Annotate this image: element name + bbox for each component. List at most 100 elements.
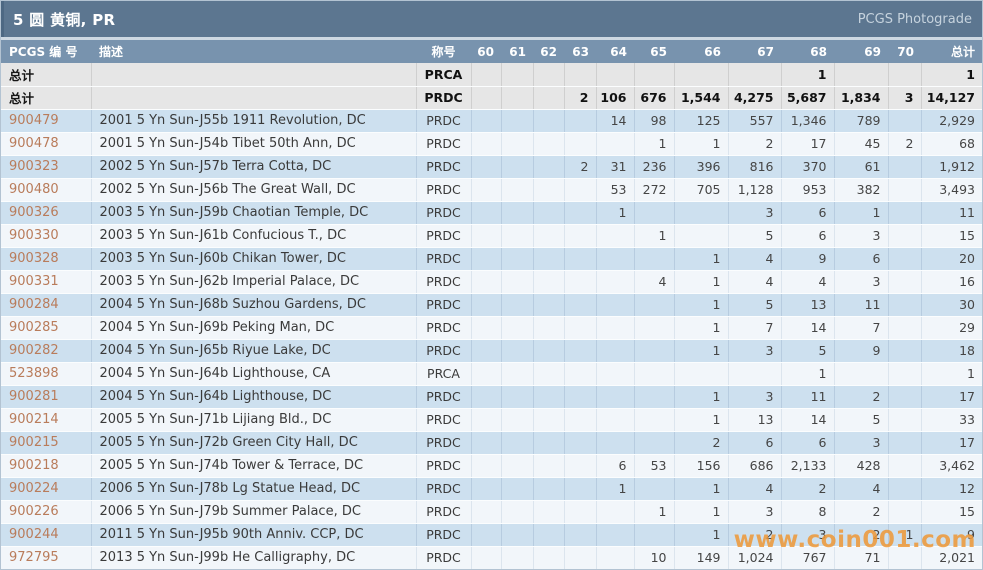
- pcgs-number-link[interactable]: 900330: [1, 224, 92, 248]
- grade-64-cell: [596, 270, 635, 294]
- grade-67-cell: 3: [728, 500, 782, 524]
- pcgs-number-link[interactable]: 523898: [1, 362, 92, 386]
- grade-64-cell: [596, 523, 635, 547]
- grade-69-cell: 71: [834, 546, 889, 569]
- grade-68-cell: 2: [781, 477, 835, 501]
- pcgs-number-link[interactable]: 900226: [1, 500, 92, 524]
- pcgs-number-link[interactable]: 900224: [1, 477, 92, 501]
- grade-61-cell: [501, 431, 534, 455]
- grade-64-cell: [596, 293, 635, 317]
- grade-70-cell: [888, 270, 922, 294]
- title-bar: 5 圆 黄铜, PR PCGS Photograde: [1, 1, 982, 37]
- grade-65-cell: 98: [634, 109, 675, 133]
- pcgs-number-link[interactable]: 900284: [1, 293, 92, 317]
- pcgs-number-link[interactable]: 900479: [1, 109, 92, 133]
- table-row: 900226 2006 5 Yn Sun-J79b Summer Palace, …: [1, 500, 982, 524]
- grade-65-cell: 53: [634, 454, 675, 478]
- grade-63-cell: [564, 63, 597, 87]
- designation-cell: PRDC: [416, 408, 472, 432]
- grade-64-cell: 53: [596, 178, 635, 202]
- pcgs-number-link[interactable]: 900480: [1, 178, 92, 202]
- grade-65-cell: [634, 362, 675, 386]
- grade-69-cell: 45: [834, 132, 889, 156]
- grade-70-cell: [888, 155, 922, 179]
- grade-69-cell: 1: [834, 201, 889, 225]
- grade-69-cell: 9: [834, 339, 889, 363]
- pcgs-number-link[interactable]: 900244: [1, 523, 92, 547]
- grade-67-cell: 13: [728, 408, 782, 432]
- table-row: 900326 2003 5 Yn Sun-J59b Chaotian Temple…: [1, 201, 982, 225]
- grade-70-cell: 2: [888, 132, 922, 156]
- grade-61-cell: [501, 178, 534, 202]
- pcgs-number-link[interactable]: 900215: [1, 431, 92, 455]
- grade-60-cell: [471, 247, 502, 271]
- pcgs-number-link[interactable]: 900285: [1, 316, 92, 340]
- grade-67-cell: 7: [728, 316, 782, 340]
- grade-68-cell: 1: [781, 362, 835, 386]
- grade-70-cell: [888, 109, 922, 133]
- grade-64-cell: [596, 500, 635, 524]
- grade-60-cell: [471, 500, 502, 524]
- table-row: 900480 2002 5 Yn Sun-J56b The Great Wall,…: [1, 178, 982, 202]
- grade-66-cell: 1: [674, 385, 729, 409]
- pcgs-number-link[interactable]: 900478: [1, 132, 92, 156]
- grade-65-cell: 236: [634, 155, 675, 179]
- pcgs-number-link[interactable]: 900218: [1, 454, 92, 478]
- designation-cell: PRDC: [416, 86, 472, 110]
- table-row: 900328 2003 5 Yn Sun-J60b Chikan Tower, D…: [1, 247, 982, 271]
- grade-68-cell: 1: [781, 63, 835, 87]
- grade-69-cell: 382: [834, 178, 889, 202]
- grade-67-cell: [728, 63, 782, 87]
- grade-66-cell: 1: [674, 523, 729, 547]
- pcgs-number-link[interactable]: 900282: [1, 339, 92, 363]
- grade-60-cell: [471, 546, 502, 569]
- grade-62-cell: [533, 385, 565, 409]
- grade-62-cell: [533, 362, 565, 386]
- page-title: 5 圆 黄铜, PR: [13, 10, 116, 29]
- grade-67-cell: 557: [728, 109, 782, 133]
- grade-63-cell: [564, 224, 597, 248]
- grade-66-cell: 1: [674, 316, 729, 340]
- pcgs-number-link[interactable]: 972795: [1, 546, 92, 569]
- grade-66-cell: 1: [674, 270, 729, 294]
- header-row: PCGS 编 号 描述 称号 60 61 62 63 64 65 66 67 6…: [1, 40, 982, 63]
- grade-67-cell: 3: [728, 385, 782, 409]
- pcgs-number-link[interactable]: 900326: [1, 201, 92, 225]
- grade-70-cell: [888, 454, 922, 478]
- col-header-grade-60: 60: [471, 40, 501, 63]
- grade-70-cell: [888, 201, 922, 225]
- grade-70-cell: [888, 247, 922, 271]
- grade-63-cell: [564, 385, 597, 409]
- grade-66-cell: 1: [674, 408, 729, 432]
- pcgs-number-link[interactable]: 900328: [1, 247, 92, 271]
- description-cell: 2006 5 Yn Sun-J79b Summer Palace, DC: [91, 500, 417, 524]
- pcgs-number-link[interactable]: 900323: [1, 155, 92, 179]
- table-row: 900478 2001 5 Yn Sun-J54b Tibet 50th Ann,…: [1, 132, 982, 156]
- grade-61-cell: [501, 362, 534, 386]
- summary-row: 总计 PRDC 2 106 676 1,544 4,275 5,687 1,834 3 14,127: [1, 86, 982, 110]
- grade-64-cell: 31: [596, 155, 635, 179]
- pcgs-number-link[interactable]: 900214: [1, 408, 92, 432]
- grade-64-cell: 6: [596, 454, 635, 478]
- grade-61-cell: [501, 155, 534, 179]
- col-header-grade-70: 70: [888, 40, 921, 63]
- pcgs-number-link[interactable]: 900331: [1, 270, 92, 294]
- grade-68-cell: 6: [781, 224, 835, 248]
- grade-63-cell: [564, 339, 597, 363]
- designation-cell: PRDC: [416, 224, 472, 248]
- grade-70-cell: [888, 224, 922, 248]
- description-cell: [91, 63, 417, 87]
- grade-62-cell: [533, 293, 565, 317]
- grade-66-cell: 1: [674, 500, 729, 524]
- row-total-cell: 3,493: [921, 178, 982, 202]
- grade-60-cell: [471, 385, 502, 409]
- grade-68-cell: 6: [781, 201, 835, 225]
- table-row: 900285 2004 5 Yn Sun-J69b Peking Man, DC P…: [1, 316, 982, 340]
- grade-63-cell: [564, 201, 597, 225]
- grade-62-cell: [533, 546, 565, 569]
- grade-69-cell: [834, 63, 889, 87]
- col-header-total: 总计: [921, 40, 982, 63]
- pcgs-number-link[interactable]: 900281: [1, 385, 92, 409]
- grade-70-cell: [888, 293, 922, 317]
- table-row: 900330 2003 5 Yn Sun-J61b Confucious T., …: [1, 224, 982, 248]
